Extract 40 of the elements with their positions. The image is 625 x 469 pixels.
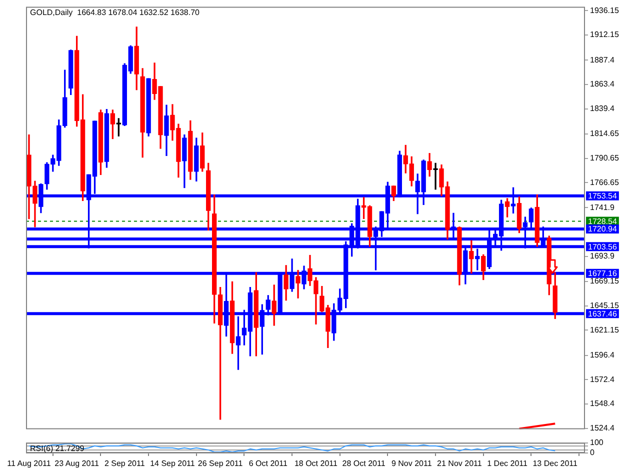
x-tick-label: 6 Oct 2011 <box>248 459 288 468</box>
chart-title: GOLD,Daily 1664.83 1678.04 1632.52 1638.70 <box>30 8 200 18</box>
y-tick-label: 1863.4 <box>590 80 616 89</box>
x-tick-label: 21 Nov 2011 <box>437 459 482 468</box>
chart-title: RSI(6) 21.7299 <box>30 444 85 454</box>
x-tick-label: 18 Oct 2011 <box>294 459 338 468</box>
ref-line-label: 1753.54 <box>588 192 618 201</box>
ref-line-label: 1720.94 <box>588 224 618 234</box>
y-tick-label: 1741.9 <box>590 202 616 212</box>
ref-line-label: 1728.54 <box>588 216 618 226</box>
y-tick-label: 1790.65 <box>590 153 620 162</box>
y-tick-label: 0 <box>590 448 595 458</box>
y-tick-label: 1669.15 <box>590 276 620 286</box>
x-tick-label: 2 Sep 2011 <box>104 459 146 468</box>
x-tick-label: 1 Dec 2011 <box>487 459 528 468</box>
y-tick-label: 1621.15 <box>590 325 620 334</box>
ref-line-label: 1677.16 <box>588 269 618 278</box>
x-tick-label: 13 Dec 2011 <box>532 459 578 468</box>
x-tick-label: 23 Aug 2011 <box>54 459 100 468</box>
x-tick-label: 9 Nov 2011 <box>391 459 432 468</box>
y-tick-label: 1524.4 <box>590 423 616 432</box>
y-tick-label: 1766.65 <box>590 178 620 187</box>
y-tick-label: 1596.4 <box>590 350 616 360</box>
y-tick-label: 1814.65 <box>590 129 620 138</box>
x-tick-label: 14 Sep 2011 <box>150 459 196 468</box>
y-tick-label: 1887.4 <box>590 55 616 64</box>
ref-line-label: 1637.46 <box>588 309 618 318</box>
x-tick-label: 26 Sep 2011 <box>198 459 244 468</box>
x-tick-label: 11 Aug 2011 <box>7 459 52 468</box>
y-tick-label: 1693.9 <box>590 252 616 261</box>
y-tick-label: 1645.15 <box>590 301 620 310</box>
ref-line-label: 1703.56 <box>588 242 618 252</box>
y-tick-label: 1548.4 <box>590 399 616 408</box>
x-tick-label: 28 Oct 2011 <box>342 459 386 468</box>
y-tick-label: 100 <box>590 438 604 448</box>
y-tick-label: 1912.15 <box>590 30 620 40</box>
y-tick-label: 1572.4 <box>590 374 616 384</box>
y-tick-label: 1936.15 <box>590 6 620 15</box>
candlestick <box>433 162 438 190</box>
y-tick-label: 1839.4 <box>590 104 616 114</box>
